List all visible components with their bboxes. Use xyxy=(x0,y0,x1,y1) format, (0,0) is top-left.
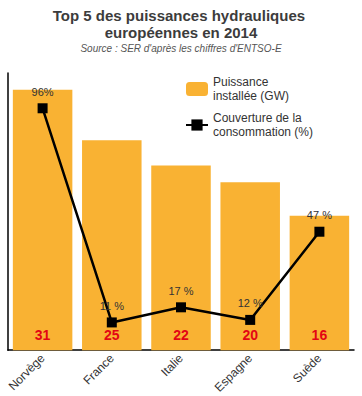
svg-text:Couverture de la: Couverture de la xyxy=(213,111,305,125)
svg-text:31: 31 xyxy=(35,327,51,343)
svg-text:47 %: 47 % xyxy=(307,209,332,221)
svg-text:96%: 96% xyxy=(32,86,54,98)
svg-text:Puissance: Puissance xyxy=(213,75,272,89)
svg-text:France: France xyxy=(80,351,117,388)
svg-text:Source : SER d'après les chiff: Source : SER d'après les chiffres d'ENTS… xyxy=(80,43,281,54)
svg-text:16: 16 xyxy=(312,327,328,343)
svg-text:17 %: 17 % xyxy=(168,285,193,297)
svg-text:Top 5 des puissances hydrauliq: Top 5 des puissances hydrauliques xyxy=(53,7,309,24)
svg-text:12 %: 12 % xyxy=(238,297,263,309)
svg-text:européennes en 2014: européennes en 2014 xyxy=(105,24,258,41)
svg-text:Espagne: Espagne xyxy=(212,351,256,395)
svg-text:11 %: 11 % xyxy=(100,300,124,312)
svg-text:22: 22 xyxy=(173,327,189,343)
svg-text:20: 20 xyxy=(242,327,258,343)
svg-text:25: 25 xyxy=(104,327,120,343)
svg-text:consommation (%): consommation (%) xyxy=(213,125,313,139)
svg-text:installée (GW): installée (GW) xyxy=(213,89,289,103)
svg-text:Italie: Italie xyxy=(158,351,186,379)
svg-text:Suède: Suède xyxy=(290,351,325,386)
svg-text:Norvège: Norvège xyxy=(6,351,48,393)
